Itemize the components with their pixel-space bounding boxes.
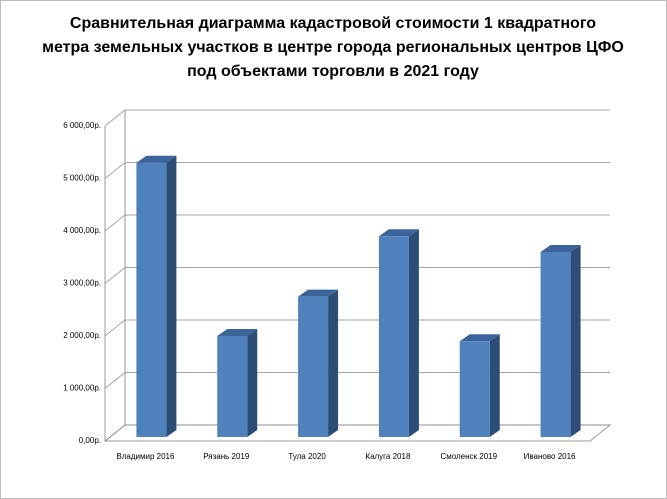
y-tick-label: 6 000,00р.: [63, 121, 101, 130]
chart-title: Сравнительная диаграмма кадастровой стои…: [70, 15, 596, 32]
y-tick-label: 5 000,00р.: [63, 174, 101, 183]
grid-line: [104, 109, 610, 127]
bar-side: [489, 334, 500, 437]
bar-top: [540, 245, 581, 252]
grid-line: [104, 214, 610, 232]
x-tick-label: Иваново 2016: [524, 452, 576, 461]
grid-line: [104, 319, 610, 337]
grid-line: [104, 372, 610, 389]
x-tick-label: Тула 2020: [288, 452, 326, 461]
bar-side: [408, 229, 419, 437]
chart-title: под объектами торговли в 2021 году: [187, 63, 479, 80]
bar-top: [136, 155, 177, 163]
bar: [298, 296, 329, 437]
bar-side: [328, 289, 339, 437]
bar: [136, 162, 167, 437]
bar-side: [247, 329, 258, 437]
bar: [459, 341, 490, 437]
grid-line: [104, 424, 610, 442]
y-tick-label: 2 000,00р.: [63, 331, 101, 340]
bar-side: [166, 155, 177, 437]
bar-side: [570, 245, 581, 437]
x-tick-label: Калуга 2018: [365, 452, 411, 461]
x-tick-label: Рязань 2019: [203, 452, 250, 461]
y-tick-label: 3 000,00р.: [63, 279, 101, 288]
floor: [103, 424, 612, 442]
bar-top: [459, 334, 500, 342]
bar: [378, 236, 409, 437]
bar: [217, 336, 248, 437]
grid-line: [104, 162, 610, 179]
bar: [540, 252, 571, 437]
x-tick-label: Владимир 2016: [116, 452, 175, 461]
y-tick-label: 4 000,00р.: [63, 226, 101, 235]
bar-top: [217, 329, 258, 336]
y-tick-label: 0,00р.: [79, 436, 101, 445]
chart-title: метра земельных участков в центре города…: [42, 39, 624, 56]
grid-line: [104, 267, 610, 284]
bar-top: [298, 289, 339, 297]
y-tick-label: 1 000,00р.: [63, 384, 101, 393]
bar-top: [378, 229, 419, 237]
x-tick-label: Смоленск 2019: [440, 452, 497, 461]
